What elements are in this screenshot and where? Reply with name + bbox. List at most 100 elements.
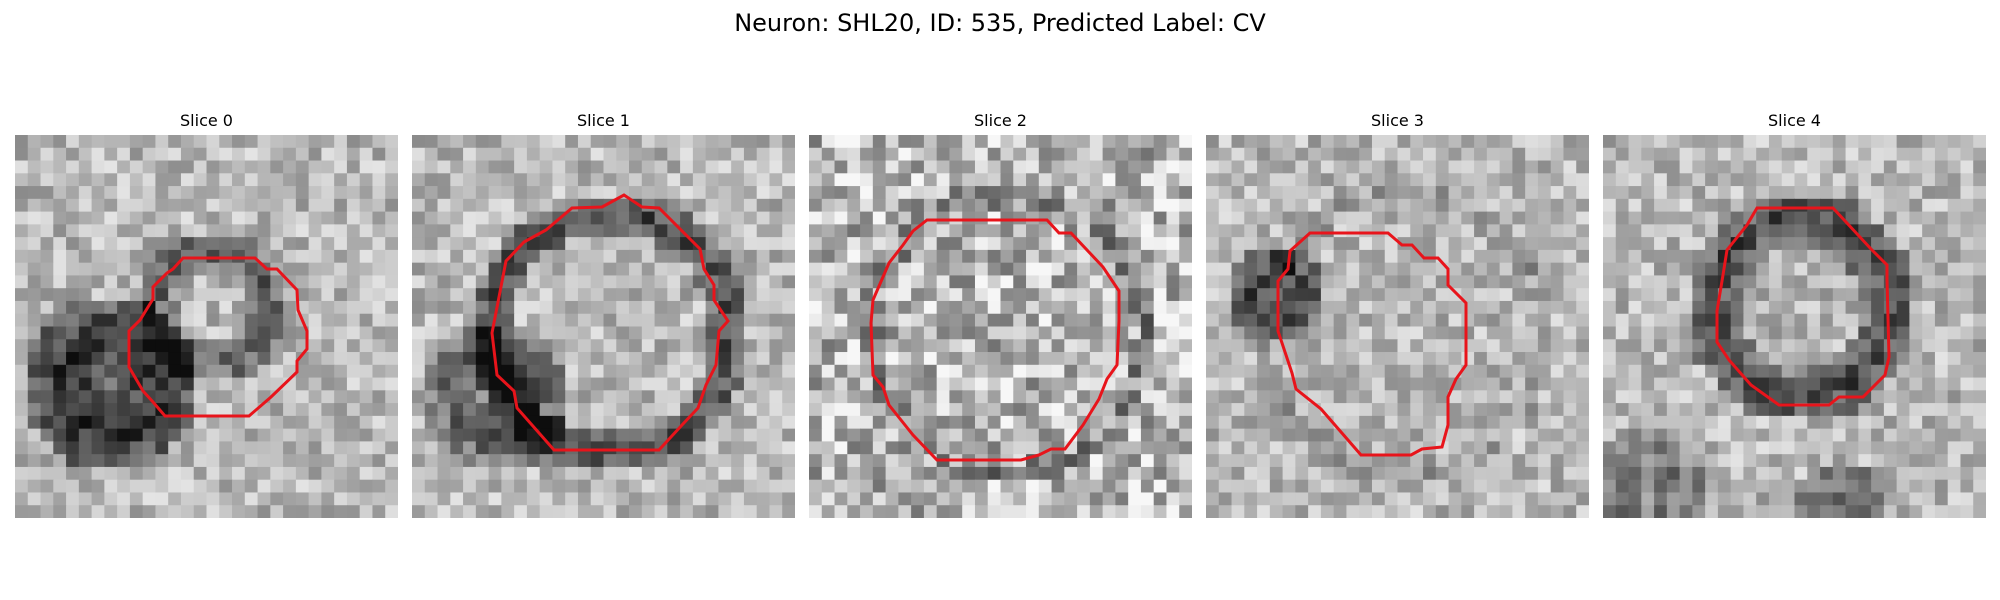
pixel (1550, 339, 1564, 353)
pixel (244, 147, 259, 162)
pixel (1486, 390, 1501, 404)
pixel (834, 441, 848, 455)
pixel (27, 160, 42, 174)
pixel (1448, 135, 1462, 149)
pixel (295, 135, 310, 149)
pixel (1384, 339, 1398, 353)
pixel (1603, 479, 1617, 493)
cell-contour (1715, 206, 1891, 407)
pixel (168, 313, 182, 327)
pixel (1282, 275, 1296, 289)
pixel (53, 135, 67, 149)
pixel (1781, 492, 1795, 506)
pixel (308, 454, 322, 468)
pixel (1512, 390, 1526, 404)
pixel (514, 198, 528, 213)
pixel (1550, 403, 1564, 417)
pixel (1461, 479, 1475, 493)
pixel (1320, 505, 1335, 518)
pixel (552, 352, 566, 366)
pixel (463, 492, 477, 506)
pixel (1641, 275, 1655, 289)
pixel (1679, 275, 1693, 289)
pixel (1102, 415, 1116, 430)
pixel (680, 352, 694, 366)
pixel (1397, 390, 1411, 404)
pixel (475, 479, 490, 493)
pixel (872, 492, 887, 506)
pixel (1140, 313, 1155, 327)
pixel (1807, 441, 1821, 455)
pixel (1218, 479, 1233, 493)
pixel (1474, 224, 1488, 238)
pixel (412, 390, 426, 404)
pixel (1051, 415, 1065, 430)
pixel (346, 262, 361, 276)
pixel (654, 262, 668, 276)
pixel (168, 135, 182, 149)
pixel (295, 262, 310, 276)
pixel (809, 505, 823, 518)
pixel (1858, 352, 1872, 366)
pixel (1244, 377, 1258, 391)
pixel (1269, 135, 1284, 149)
pixel (1461, 403, 1475, 417)
pixel (1717, 198, 1732, 213)
pixel (1474, 403, 1488, 417)
pixel (1371, 390, 1386, 404)
pixel (1077, 135, 1091, 149)
pixel (1486, 428, 1501, 442)
pixel (463, 441, 477, 455)
pixel (743, 403, 758, 417)
pixel (257, 237, 271, 251)
pixel (450, 492, 464, 506)
pixel (270, 364, 284, 379)
pixel (1153, 377, 1167, 391)
pixel (1537, 275, 1552, 289)
pixel (1973, 186, 1986, 200)
pixel (1934, 186, 1949, 200)
pixel (834, 466, 848, 481)
pixel (1628, 454, 1642, 468)
pixel (1346, 224, 1360, 238)
pixel (743, 428, 758, 442)
pixel (1743, 249, 1757, 264)
pixel (283, 441, 297, 455)
pixel (1308, 275, 1322, 289)
pixel (1051, 492, 1065, 506)
pixel (1435, 364, 1450, 379)
pixel (667, 415, 681, 430)
pixel (1013, 186, 1027, 200)
pixel (1666, 249, 1681, 264)
pixel (1909, 237, 1923, 251)
pixel (1218, 403, 1233, 417)
pixel (334, 390, 348, 404)
pixel (1550, 160, 1564, 174)
pixel (295, 288, 310, 302)
pixel (1550, 352, 1564, 366)
pixel (731, 441, 745, 455)
pixel (168, 454, 182, 468)
pixel (346, 147, 361, 162)
pixel (1781, 313, 1795, 327)
pixel (1679, 160, 1693, 174)
pixel (232, 160, 246, 174)
pixel (91, 390, 105, 404)
pixel (1128, 428, 1142, 442)
pixel (117, 288, 131, 302)
pixel (809, 160, 823, 174)
pixel (412, 135, 426, 149)
pixel (1576, 147, 1589, 162)
pixel (667, 135, 681, 149)
pixel (782, 288, 795, 302)
pixel (629, 262, 643, 276)
pixel (821, 211, 836, 225)
pixel (1499, 198, 1513, 213)
pixel (1832, 173, 1847, 187)
pixel (1537, 352, 1552, 366)
pixel (718, 135, 732, 149)
pixel (1692, 135, 1706, 149)
pixel (1102, 135, 1116, 149)
pixel (385, 415, 398, 430)
pixel (1576, 300, 1589, 315)
